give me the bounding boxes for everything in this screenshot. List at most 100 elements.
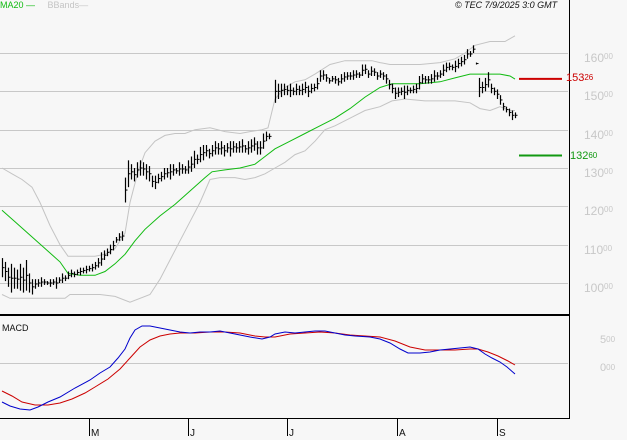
ohlc-bar [118,233,122,241]
ohlc-bar [19,263,23,291]
bollinger-bands [1,35,516,303]
ohlc-bar [343,72,347,82]
ohlc-bar [49,279,53,287]
ohlc-bar [496,89,500,99]
ohlc-bar [439,70,443,78]
ohlc-bar [235,143,239,153]
ohlc-bar [415,83,419,94]
ohlc-bar [280,83,284,98]
ohlc-bar [319,70,323,82]
ohlc-bar [121,231,125,241]
ohlc-bar [400,87,404,96]
ma20-line [1,73,516,276]
ohlc-bar [10,263,14,293]
ohlc-bar [46,281,50,285]
ohlc-bar [514,112,518,119]
ohlc-bar [412,85,416,94]
chart-legend: MA20 — BBands— [0,0,88,11]
ohlc-bar [352,70,356,80]
ohlc-bar [445,62,449,73]
ohlc-bar [145,164,149,180]
ohlc-bar [205,145,209,157]
ohlc-bar [184,166,188,174]
ohlc-bar [457,58,461,69]
ohlc-bar [169,164,173,180]
macd-panel-title: MACD [2,323,29,333]
ohlc-bar [391,83,395,94]
ohlc-bar [418,76,422,90]
ohlc-bar [142,162,146,176]
ohlc-bar [469,51,473,57]
ohlc-bar [70,269,74,278]
ohlc-bar [109,244,113,255]
ohlc-bar [61,273,65,283]
ohlc-bar [430,74,434,84]
ohlc-bar [508,108,512,117]
ohlc-bar [22,267,26,293]
ohlc-bar [67,271,71,280]
legend-ma20: MA20 — [0,0,36,10]
ohlc-bar [277,83,281,99]
ohlc-bar [367,70,371,78]
ohlc-bar [487,72,491,88]
ohlc-bar [34,279,38,289]
ohlc-bar [55,277,59,289]
ohlc-bar [286,85,290,96]
ohlc-bar [304,81,308,94]
ohlc-bar [442,64,446,76]
ohlc-bar [409,87,413,94]
ohlc-bar [406,85,410,96]
ohlc-bar [301,83,305,96]
ohlc-bar [226,143,230,153]
ohlc-bar [433,70,437,82]
ohlc-bar [106,248,110,257]
ohlc-bar [94,261,98,270]
ohlc-bar [253,137,257,151]
ohlc-bar [151,175,155,188]
ohlc-bar [421,74,425,84]
ohlc-bar [196,154,200,165]
ohlc-bar [16,269,20,289]
ohlc-bar [394,87,398,99]
support-label: 13260 [570,150,598,162]
ma20-line [1,73,516,276]
ohlc-bar [427,76,431,84]
price-axis-label: 14000 [584,127,613,142]
ohlc-bar [148,166,152,182]
ohlc-bar [229,141,233,157]
ohlc-bar [379,70,383,78]
price-axis-label: 11000 [584,242,613,257]
ohlc-bar [472,45,476,53]
price-axis-label: 16000 [584,51,613,65]
ohlc-bar [85,265,89,274]
ohlc-bar [292,87,296,96]
bb-lower-line [1,98,515,303]
ohlc-bar [232,141,236,153]
ohlc-bar [208,148,212,159]
ohlc-bar [139,160,143,176]
ohlc-bar [115,237,119,243]
ohlc-bar [91,263,95,272]
ohlc-bar [187,160,191,174]
ohlc-bar [247,141,251,155]
ohlc-bar [31,279,35,295]
month-label: J [190,428,195,439]
ohlc-bars [1,45,518,295]
ohlc-bar [322,70,326,80]
ohlc-bar [241,139,245,153]
ohlc-bar [37,279,41,287]
ohlc-bar [295,83,299,96]
ohlc-bar [160,171,164,182]
ohlc-bar [502,102,506,111]
ohlc-bar [181,164,185,174]
month-label: J [289,428,294,439]
ohlc-bar [82,267,86,274]
ohlc-bar [199,146,203,163]
ohlc-bar [397,87,401,98]
ohlc-bar [331,76,335,82]
support-resistance-levels [519,77,562,157]
ohlc-bar [124,177,128,203]
month-label: M [91,428,100,439]
ohlc-bar [103,250,107,260]
